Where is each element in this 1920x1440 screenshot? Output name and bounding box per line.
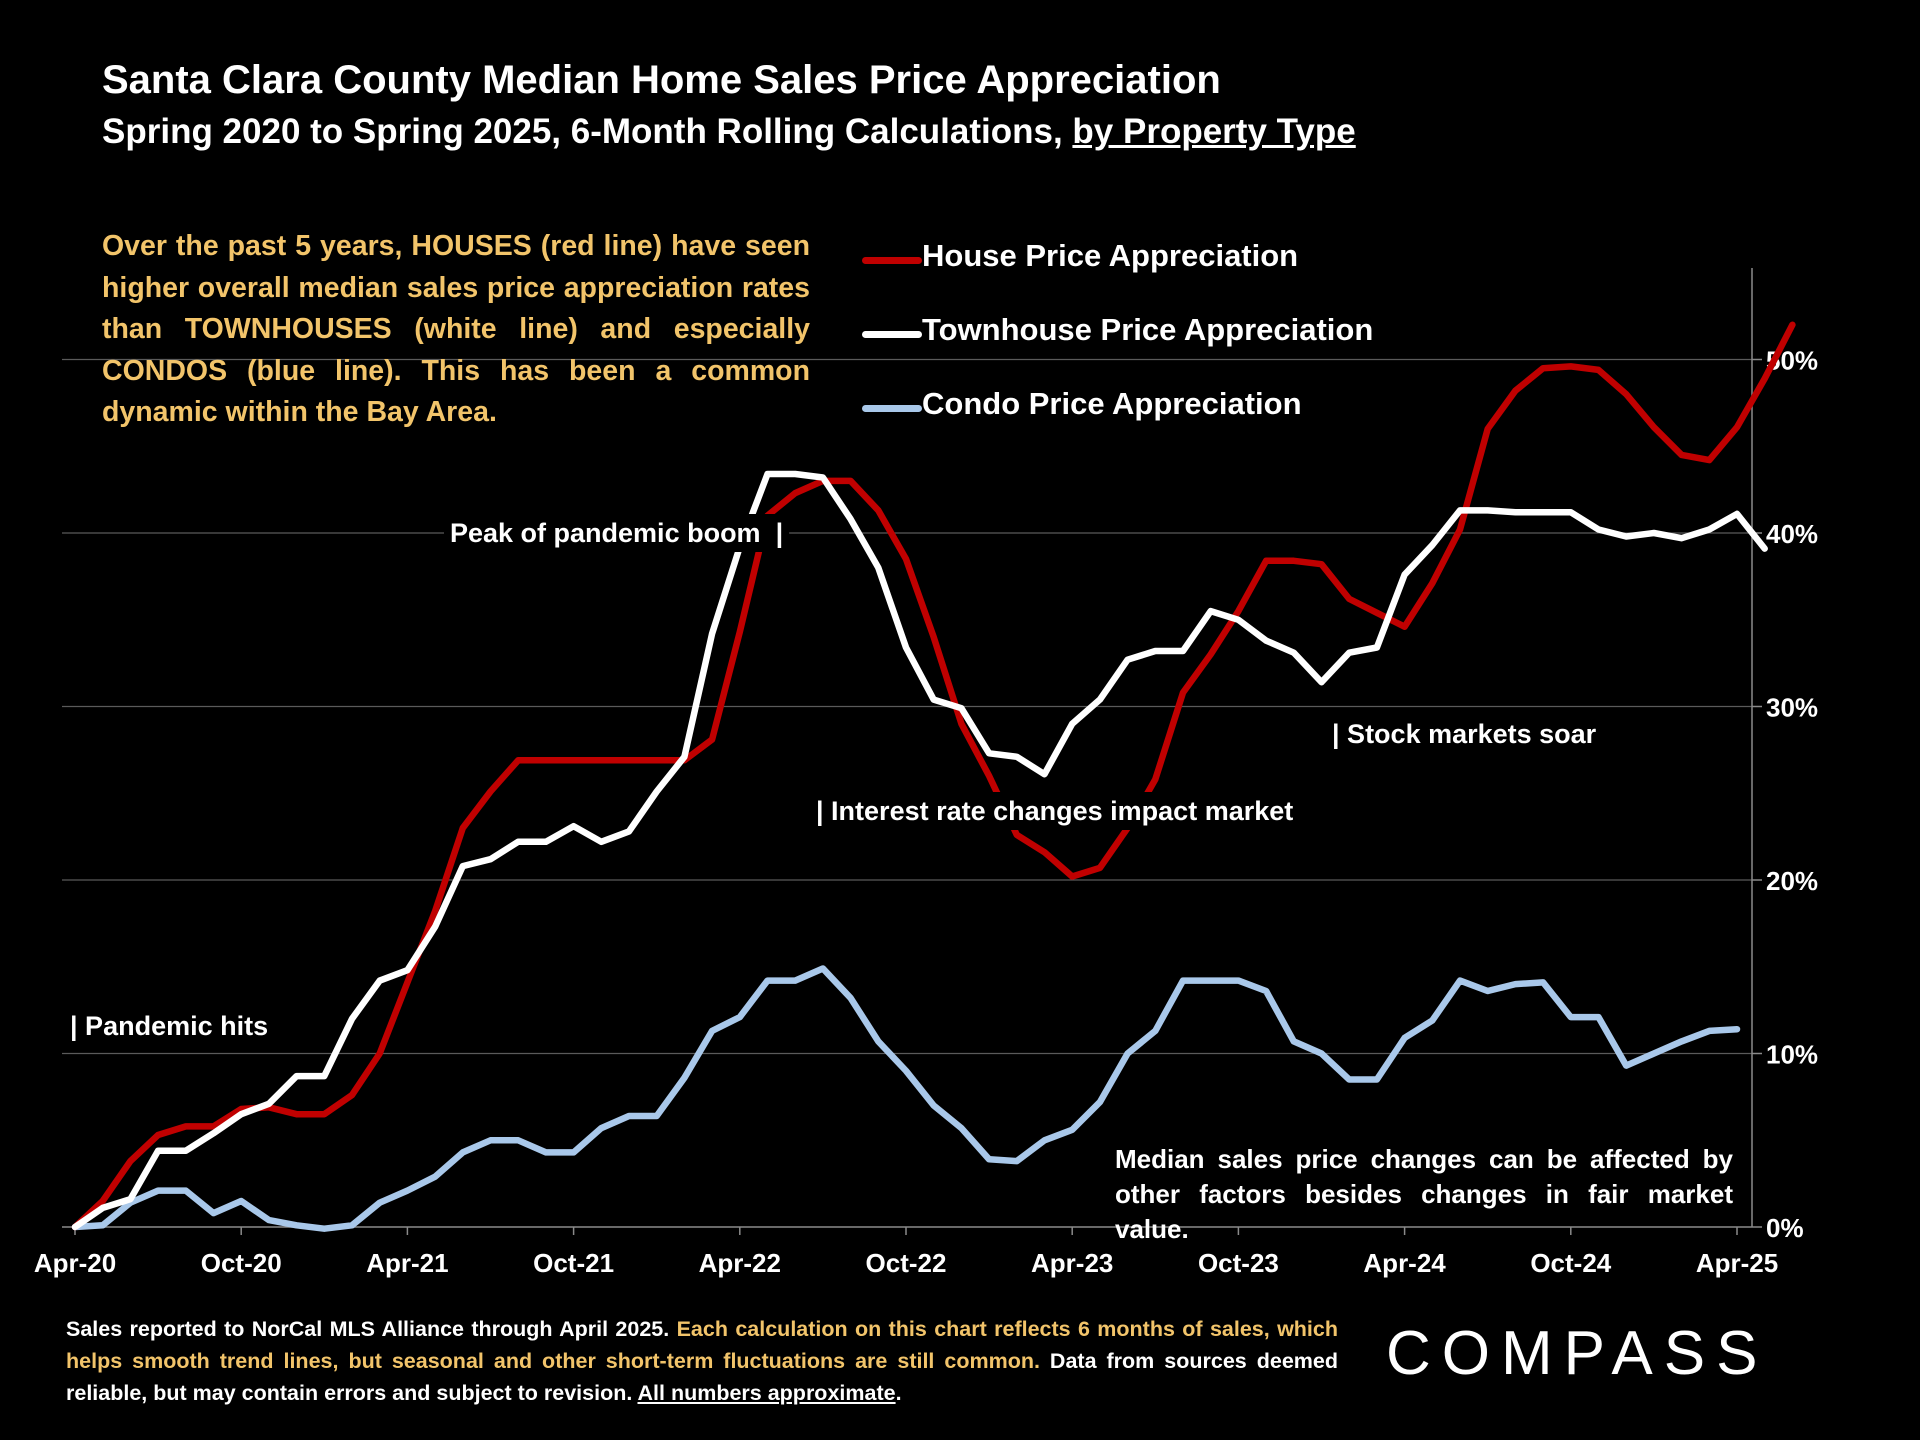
x-tick-label: Oct-21 <box>533 1248 614 1278</box>
footer-part5: . <box>895 1381 902 1405</box>
footer-approx: All numbers approximate <box>637 1381 896 1405</box>
x-tick-label: Apr-23 <box>1031 1248 1113 1278</box>
legend-swatch-condo <box>862 405 922 412</box>
x-tick-label: Apr-24 <box>1363 1248 1446 1278</box>
legend-label-condo: Condo Price Appreciation <box>922 386 1302 421</box>
x-tick-label: Oct-22 <box>866 1248 947 1278</box>
footer-note: Sales reported to NorCal MLS Alliance th… <box>66 1313 1338 1409</box>
x-tick-label: Apr-22 <box>699 1248 781 1278</box>
series-lines <box>71 321 1796 1232</box>
y-tick-label: 30% <box>1766 693 1818 723</box>
series-line-1 <box>71 470 1768 1231</box>
series-line-0 <box>71 321 1796 1231</box>
subtitle-underlined: by Property Type <box>1072 112 1356 151</box>
x-tick-label: Apr-20 <box>34 1248 116 1278</box>
gridlines <box>62 358 1752 1055</box>
chart-title: Santa Clara County Median Home Sales Pri… <box>102 58 1221 102</box>
annotation-backing <box>444 514 790 552</box>
annotation-pandemic: | Pandemic hits <box>70 1011 268 1041</box>
y-axis: 0%10%20%30%40%50% <box>1752 346 1818 1243</box>
legend-label-townhouse: Townhouse Price Appreciation <box>922 312 1374 347</box>
annotation-peak: Peak of pandemic boom | <box>450 518 783 548</box>
legend-swatch-house <box>862 257 922 264</box>
annotations: Peak of pandemic boom | | Interest rate … <box>70 514 1597 1041</box>
y-tick-label: 10% <box>1766 1040 1818 1070</box>
x-tick-label: Apr-25 <box>1696 1248 1778 1278</box>
y-tick-label: 40% <box>1766 519 1818 549</box>
y-tick-label: 20% <box>1766 866 1818 896</box>
footer-part3: Data from sources deemed reliable, but m… <box>66 1349 1338 1405</box>
x-tick-label: Oct-20 <box>201 1248 282 1278</box>
subtitle-prefix: Spring 2020 to Spring 2025, 6-Month Roll… <box>102 112 1073 151</box>
annotation-interest-rates: | Interest rate changes impact market <box>816 796 1293 826</box>
annotation-stock-markets: | Stock markets soar <box>1332 719 1597 749</box>
compass-logo: COMPASS <box>1386 1319 1769 1388</box>
x-tick-label: Oct-23 <box>1198 1248 1279 1278</box>
footer-part1: Sales reported to NorCal MLS Alliance th… <box>66 1317 677 1341</box>
annotation-median-note: Median sales price changes can be affect… <box>1115 1144 1733 1244</box>
intro-text: Over the past 5 years, HOUSES (red line)… <box>102 230 810 428</box>
legend-label-house: House Price Appreciation <box>922 238 1299 273</box>
chart-subtitle: Spring 2020 to Spring 2025, 6-Month Roll… <box>102 112 1356 152</box>
footer-highlight: Each calculation on this chart reflects … <box>66 1317 1338 1373</box>
x-tick-label: Oct-24 <box>1530 1248 1611 1278</box>
y-tick-label: 0% <box>1766 1213 1804 1243</box>
x-tick-label: Apr-21 <box>366 1248 448 1278</box>
series-line-2 <box>71 965 1741 1232</box>
legend-swatch-townhouse <box>862 331 922 338</box>
x-axis: Apr-20 Oct-20 Apr-21 Oct-21 Apr-22 Oct-22 Apr-… <box>34 1227 1778 1278</box>
annotation-backing <box>810 792 1300 830</box>
